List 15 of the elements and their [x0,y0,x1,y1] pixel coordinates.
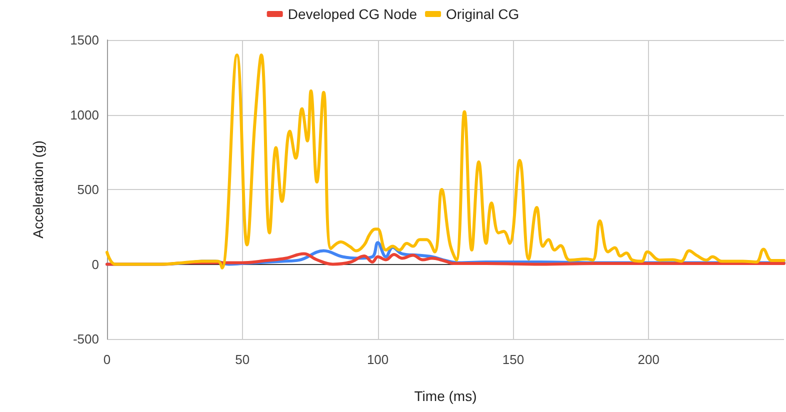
y-tick-label: 0 [92,256,99,272]
y-tick-label: 1500 [70,32,99,48]
x-tick-label: 200 [638,352,660,367]
x-tick-label: 150 [502,352,524,367]
y-axis-title: Acceleration (g) [30,140,46,239]
y-tick-label: 1000 [70,107,99,122]
legend-label: Developed CG Node [288,6,418,22]
x-tick-label: 100 [366,352,389,367]
y-tick-label: -500 [72,332,99,346]
y-tick-label: 500 [77,182,99,197]
x-tick-label: 50 [235,352,250,367]
legend-label: Original CG [446,6,520,22]
line-series [106,53,786,270]
x-axis-title: Time (ms) [414,388,477,404]
x-tick-label: 0 [103,352,111,367]
